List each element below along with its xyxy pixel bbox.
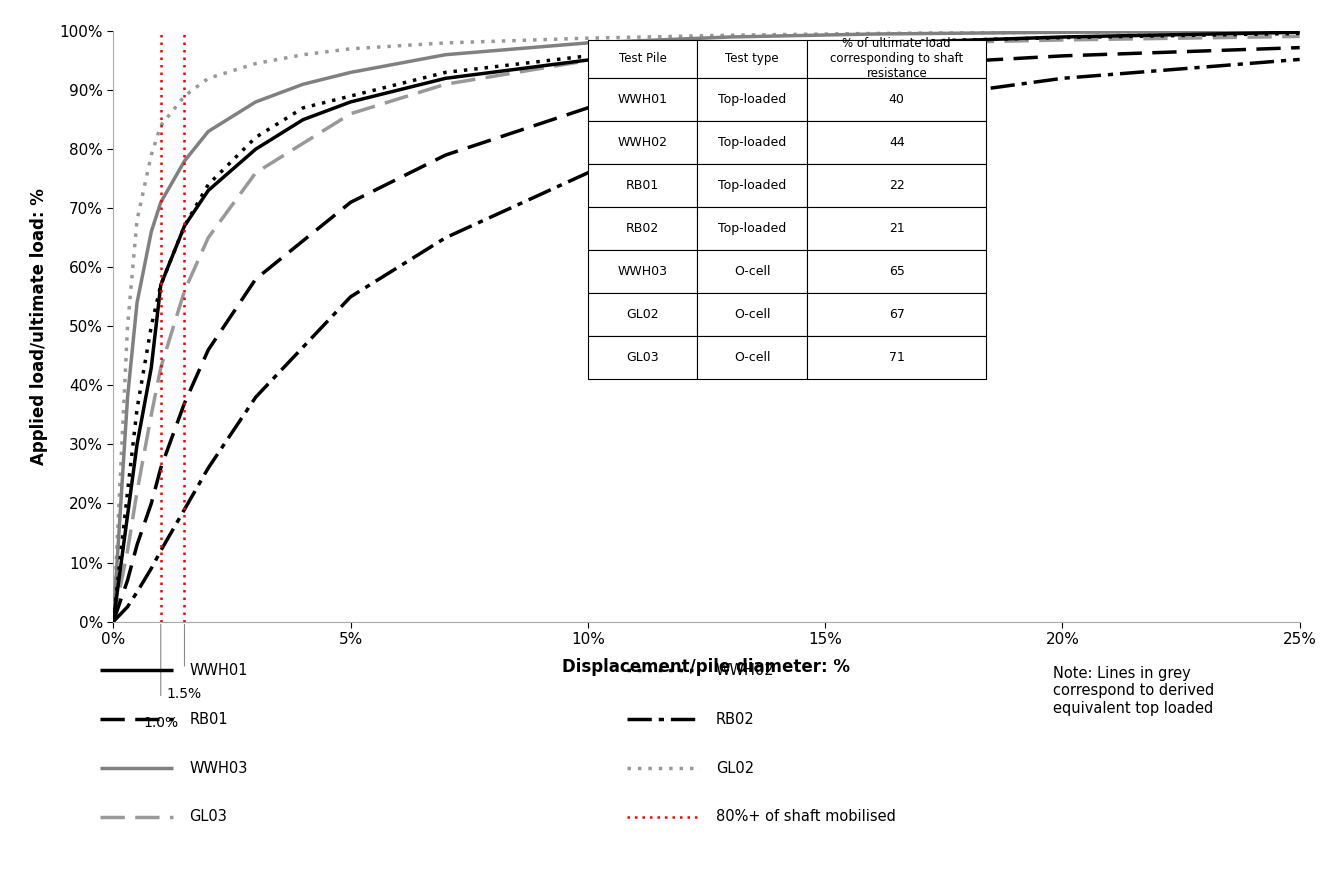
Text: % of ultimate load
corresponding to shaft
resistance: % of ultimate load corresponding to shaf… xyxy=(830,37,964,80)
Bar xyxy=(697,40,806,77)
Text: GL03: GL03 xyxy=(627,352,659,364)
Bar xyxy=(588,207,697,250)
Text: WWH02: WWH02 xyxy=(716,663,774,678)
Bar xyxy=(588,77,697,121)
Text: WWH01: WWH01 xyxy=(617,92,668,106)
Bar xyxy=(588,250,697,293)
Bar xyxy=(806,207,986,250)
Text: GL02: GL02 xyxy=(716,761,754,775)
Bar xyxy=(697,77,806,121)
Bar xyxy=(806,337,986,379)
Text: RB01: RB01 xyxy=(627,179,660,192)
Text: RB01: RB01 xyxy=(189,712,228,726)
Bar xyxy=(806,293,986,337)
Bar xyxy=(588,121,697,164)
Text: 71: 71 xyxy=(889,352,905,364)
Text: 44: 44 xyxy=(889,136,905,149)
Text: O-cell: O-cell xyxy=(734,308,770,321)
Text: Top-loaded: Top-loaded xyxy=(718,136,786,149)
Y-axis label: Applied load/ultimate load: %: Applied load/ultimate load: % xyxy=(31,188,48,464)
Text: 80%+ of shaft mobilised: 80%+ of shaft mobilised xyxy=(716,810,896,824)
Text: WWH01: WWH01 xyxy=(189,663,248,678)
Text: Test Pile: Test Pile xyxy=(619,52,666,66)
Bar xyxy=(806,164,986,207)
Text: Top-loaded: Top-loaded xyxy=(718,92,786,106)
Text: GL02: GL02 xyxy=(627,308,659,321)
Text: WWH03: WWH03 xyxy=(189,761,248,775)
Text: 67: 67 xyxy=(889,308,905,321)
Text: 65: 65 xyxy=(889,266,905,278)
Bar xyxy=(806,121,986,164)
Text: Top-loaded: Top-loaded xyxy=(718,179,786,192)
Text: RB02: RB02 xyxy=(627,222,660,235)
Text: RB02: RB02 xyxy=(716,712,754,726)
Text: WWH03: WWH03 xyxy=(617,266,668,278)
Bar xyxy=(588,337,697,379)
Text: Note: Lines in grey
correspond to derived
equivalent top loaded: Note: Lines in grey correspond to derive… xyxy=(1053,666,1214,716)
Bar xyxy=(697,250,806,293)
Bar xyxy=(806,77,986,121)
X-axis label: Displacement/pile diameter: %: Displacement/pile diameter: % xyxy=(563,658,850,676)
Text: 40: 40 xyxy=(889,92,905,106)
Text: 22: 22 xyxy=(889,179,905,192)
Text: Top-loaded: Top-loaded xyxy=(718,222,786,235)
Bar xyxy=(697,121,806,164)
Bar xyxy=(588,40,697,77)
Text: Test type: Test type xyxy=(725,52,778,66)
Bar xyxy=(697,164,806,207)
Bar xyxy=(697,207,806,250)
Text: 21: 21 xyxy=(889,222,905,235)
Bar xyxy=(588,293,697,337)
Text: GL03: GL03 xyxy=(189,810,227,824)
Bar xyxy=(806,250,986,293)
Text: 1.5%: 1.5% xyxy=(167,686,203,701)
Bar xyxy=(806,40,986,77)
Text: 1.0%: 1.0% xyxy=(143,716,179,730)
Text: O-cell: O-cell xyxy=(734,266,770,278)
Bar xyxy=(588,164,697,207)
Bar xyxy=(697,337,806,379)
Text: WWH02: WWH02 xyxy=(617,136,668,149)
Bar xyxy=(697,293,806,337)
Text: O-cell: O-cell xyxy=(734,352,770,364)
